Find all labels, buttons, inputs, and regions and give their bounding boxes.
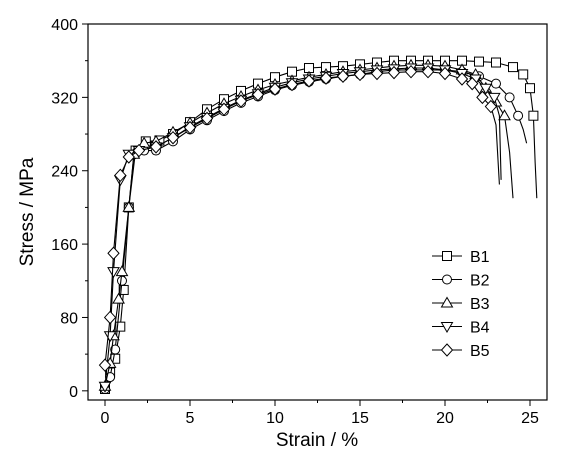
y-tick-label: 0 (69, 384, 78, 401)
data-point-b1 (474, 56, 484, 67)
legend-marker (440, 343, 454, 357)
data-point-b1 (491, 57, 501, 68)
data-point-b1 (508, 62, 518, 73)
x-axis-title: Strain / % (276, 430, 358, 451)
legend-label: B2 (470, 273, 490, 290)
data-point-b5 (455, 72, 469, 86)
legend-marker (440, 296, 454, 308)
data-point-b2 (110, 344, 121, 355)
data-point-b2 (491, 78, 501, 89)
legend-item-b2: B2 (432, 273, 490, 290)
legend-label: B5 (470, 343, 490, 360)
data-point-b2 (117, 275, 127, 286)
data-point-b5 (114, 168, 127, 183)
data-point-b1 (528, 110, 539, 121)
data-point-b1 (525, 83, 535, 94)
legend-marker (442, 274, 452, 285)
series-line-b4 (104, 67, 502, 387)
x-axis-ticks: 0 5 10 15 20 25 (101, 400, 539, 427)
x-tick-label: 20 (436, 410, 454, 427)
data-point-b5 (200, 111, 214, 126)
data-point-b3 (112, 292, 125, 304)
data-point-b1 (115, 321, 126, 332)
data-point-b5 (251, 87, 265, 102)
legend-marker (440, 322, 454, 333)
series-b4 (98, 63, 502, 393)
series-line-b5 (104, 71, 500, 366)
data-point-b5 (285, 77, 299, 92)
data-point-b1 (518, 69, 529, 80)
data-point-b5 (122, 150, 135, 164)
data-point-b4 (98, 381, 112, 393)
data-point-b5 (484, 99, 498, 114)
data-point-b5 (166, 130, 180, 145)
series-b3 (98, 58, 514, 391)
data-point-b5 (183, 120, 197, 135)
data-point-b5 (421, 64, 435, 79)
data-point-b3 (498, 109, 511, 121)
data-point-b5 (302, 74, 316, 88)
data-point-b2 (513, 110, 524, 121)
data-point-b5 (149, 140, 163, 154)
legend-label: B3 (470, 296, 490, 313)
legend-item-b4: B4 (432, 320, 490, 337)
legend-item-b1: B1 (432, 249, 490, 266)
data-point-b5 (234, 94, 248, 108)
y-tick-label: 240 (51, 164, 78, 181)
y-tick-label: 160 (51, 237, 78, 254)
y-tick-label: 400 (51, 17, 78, 34)
data-point-b2 (504, 92, 515, 103)
legend-item-b5: B5 (432, 343, 490, 360)
data-point-b4 (107, 267, 120, 279)
data-point-b5 (98, 358, 112, 372)
series-line-b3 (104, 64, 514, 387)
x-tick-label: 0 (101, 410, 110, 427)
y-axis-ticks: 0 80 160 240 320 400 (51, 17, 88, 401)
data-point-b4 (103, 331, 117, 343)
x-tick-label: 15 (351, 410, 369, 427)
data-point-b5 (336, 69, 350, 84)
data-point-b5 (268, 82, 282, 96)
data-point-b5 (353, 67, 367, 82)
data-point-b5 (438, 66, 452, 81)
series-line-b2 (104, 69, 528, 390)
data-point-b5 (107, 246, 120, 261)
series-layer (98, 55, 539, 394)
data-point-b5 (319, 71, 333, 85)
series-b2 (100, 64, 528, 394)
y-axis-title: Stress / MPa (17, 157, 38, 266)
data-point-b5 (387, 65, 401, 80)
data-point-b5 (132, 143, 146, 158)
data-point-b4 (487, 92, 501, 104)
data-point-b5 (466, 76, 479, 91)
y-tick-label: 320 (51, 90, 78, 107)
data-point-b3 (122, 200, 136, 212)
series-line-b1 (104, 60, 538, 390)
y-tick-label: 80 (60, 310, 78, 327)
data-point-b5 (103, 310, 117, 325)
series-b5 (98, 64, 500, 372)
data-point-b5 (476, 90, 489, 105)
legend-label: B4 (470, 320, 490, 337)
legend: B1 B2 B3 B4 B5 (432, 249, 490, 360)
x-tick-label: 10 (266, 410, 284, 427)
x-tick-label: 25 (521, 410, 539, 427)
data-point-b5 (370, 66, 384, 81)
legend-item-b3: B3 (432, 296, 490, 313)
legend-label: B1 (470, 249, 490, 266)
data-point-b3 (115, 265, 129, 277)
legend-marker (442, 251, 452, 261)
data-point-b4 (479, 83, 493, 95)
x-tick-label: 5 (186, 410, 195, 427)
data-point-b5 (404, 64, 418, 79)
data-point-b5 (217, 102, 231, 117)
